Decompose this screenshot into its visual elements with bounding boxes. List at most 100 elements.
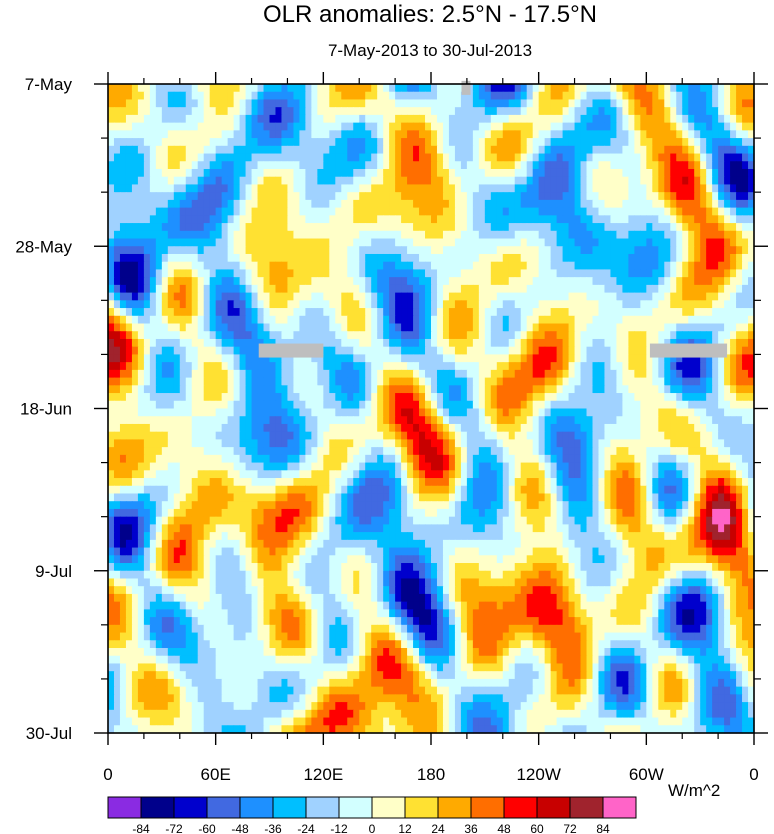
heatmap-cell (712, 400, 719, 410)
heatmap-cell (454, 354, 462, 363)
heatmap-cell (257, 230, 265, 240)
heatmap-cell (490, 161, 498, 170)
heatmap-cell (730, 354, 737, 363)
heatmap-cell (652, 130, 659, 139)
heatmap-cell (646, 207, 653, 216)
heatmap-cell (514, 107, 522, 116)
heatmap-cell (137, 385, 145, 394)
heatmap-cell (371, 153, 378, 162)
heatmap-cell (550, 161, 558, 170)
heatmap-cell (562, 292, 570, 301)
heatmap-cell (442, 107, 450, 116)
heatmap-cell (239, 423, 247, 433)
heatmap-cell (131, 408, 139, 417)
heatmap-cell (209, 284, 217, 294)
heatmap-cell (221, 207, 229, 216)
heatmap-cell (646, 246, 653, 255)
heatmap-cell (125, 338, 133, 348)
heatmap-cell (143, 199, 151, 209)
heatmap-cell (131, 423, 139, 433)
heatmap-cell (748, 277, 755, 286)
heatmap-cell (329, 300, 336, 309)
heatmap-cell (682, 308, 689, 317)
heatmap-cell (442, 385, 450, 394)
heatmap-cell (634, 176, 641, 186)
heatmap-cell (395, 223, 402, 232)
heatmap-cell (478, 284, 486, 294)
heatmap-cell (574, 261, 582, 271)
heatmap-cell (323, 253, 330, 263)
heatmap-cell (664, 308, 671, 317)
heatmap-cell (526, 261, 534, 271)
heatmap-cell (526, 284, 534, 294)
heatmap-cell (419, 192, 426, 201)
heatmap-cell (293, 315, 301, 325)
heatmap-cell (275, 176, 283, 186)
heatmap-cell (281, 246, 289, 255)
heatmap-cell (736, 431, 743, 441)
heatmap-cell (502, 400, 510, 410)
heatmap-cell (676, 246, 683, 255)
heatmap-cell (227, 323, 235, 332)
heatmap-cell (113, 416, 121, 425)
heatmap-cell (622, 292, 629, 301)
heatmap-cell (353, 261, 360, 271)
heatmap-cell (263, 393, 271, 402)
heatmap-cell (275, 161, 283, 170)
heatmap-cell (257, 362, 265, 371)
heatmap-cell (442, 369, 450, 379)
heatmap-cell (347, 107, 354, 116)
heatmap-cell (514, 362, 522, 371)
heatmap-cell (670, 261, 677, 271)
heatmap-cell (191, 338, 199, 348)
heatmap-cell (149, 400, 157, 410)
heatmap-cell (149, 292, 157, 301)
heatmap-cell (682, 354, 689, 363)
heatmap-cell (311, 184, 318, 193)
heatmap-cell (161, 284, 169, 294)
heatmap-cell (149, 230, 157, 240)
heatmap-cell (748, 431, 755, 441)
heatmap-cell (730, 176, 737, 186)
heatmap-cell (215, 354, 223, 363)
heatmap-cell (179, 107, 187, 116)
heatmap-cell (736, 284, 743, 294)
heatmap-cell (658, 107, 665, 116)
heatmap-cell (664, 122, 671, 131)
heatmap-cell (377, 400, 384, 410)
heatmap-cell (131, 192, 139, 201)
heatmap-cell (718, 184, 725, 193)
heatmap-cell (730, 130, 737, 139)
heatmap-cell (436, 114, 444, 124)
heatmap-cell (108, 215, 115, 224)
heatmap-cell (622, 400, 629, 410)
heatmap-cell (425, 161, 432, 170)
heatmap-cell (628, 423, 635, 433)
heatmap-cell (365, 277, 372, 286)
heatmap-cell (185, 99, 193, 108)
heatmap-cell (143, 114, 151, 124)
heatmap-cell (389, 315, 396, 325)
heatmap-cell (395, 300, 402, 309)
heatmap-cell (478, 145, 486, 155)
heatmap-cell (131, 130, 139, 139)
heatmap-cell (436, 91, 444, 101)
heatmap-cell (419, 362, 426, 371)
heatmap-cell (137, 145, 145, 155)
heatmap-cell (532, 114, 540, 124)
heatmap-cell (478, 431, 486, 441)
heatmap-cell (520, 277, 528, 286)
heatmap-cell (299, 153, 306, 162)
heatmap-cell (676, 184, 683, 193)
heatmap-cell (676, 138, 683, 147)
heatmap-cell (580, 199, 588, 209)
heatmap-cell (568, 184, 576, 193)
heatmap-cell (646, 354, 653, 363)
heatmap-cell (191, 122, 199, 131)
heatmap-cell (173, 215, 181, 224)
heatmap-cell (401, 385, 408, 394)
heatmap-cell (203, 130, 211, 139)
heatmap-cell (490, 292, 498, 301)
heatmap-cell (269, 338, 277, 348)
heatmap-cell (323, 277, 330, 286)
